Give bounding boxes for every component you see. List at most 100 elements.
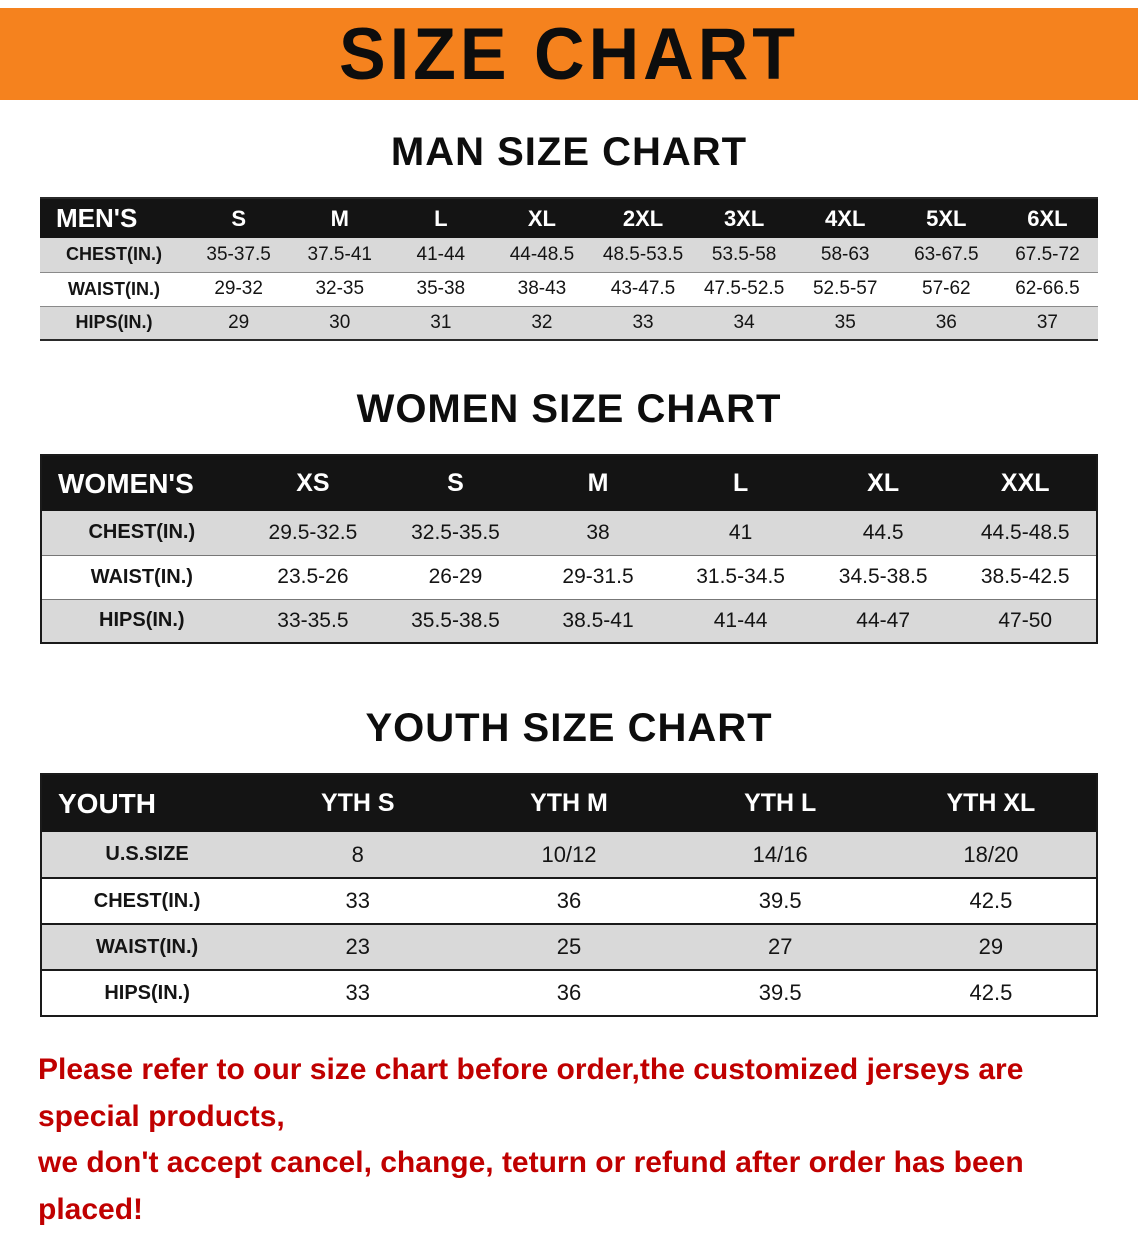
value-cell: 47-50 xyxy=(998,608,1053,632)
value-cell: 34 xyxy=(733,311,755,333)
women-size-chart-section: WOMEN SIZE CHART WOMEN'S XS S M L XL XXL CHEST(… xyxy=(0,341,1138,644)
value-cell: 29.5-32.5 xyxy=(268,520,358,544)
value-cell: 18/20 xyxy=(963,841,1019,867)
table-title-cell: WOMEN'S xyxy=(41,455,242,511)
value-cell: 41 xyxy=(728,520,753,544)
value-cell: 33 xyxy=(345,888,371,913)
value-cell: 29-31.5 xyxy=(562,565,634,588)
table-row: CHEST(IN.) 35-37.5 37.5-41 41-44 44-48.5 48.5… xyxy=(40,238,1098,272)
value-cell: 27 xyxy=(767,934,793,959)
value-cell: 36 xyxy=(935,311,957,333)
size-header-cell: S xyxy=(188,198,290,238)
size-header-cell: XXL xyxy=(954,455,1097,511)
value-cell: 29 xyxy=(228,311,250,333)
table-row: WAIST(IN.) 23.5-26 26-29 29-31.5 31.5-34.5 34… xyxy=(41,555,1097,599)
table-row: WAIST(IN.) 29-32 32-35 35-38 38-43 43-47.5 47.… xyxy=(40,272,1098,306)
table-header-row: MEN'S S M L XL 2XL 3XL 4XL 5XL 6XL xyxy=(40,198,1098,238)
value-cell: 57-62 xyxy=(922,278,971,299)
size-header-cell: M xyxy=(526,455,670,511)
size-header-cell: XL xyxy=(491,198,593,238)
value-cell: 31.5-34.5 xyxy=(696,565,785,588)
value-cell: 29 xyxy=(978,934,1004,959)
value-cell: 34.5-38.5 xyxy=(838,565,928,588)
value-cell: 42.5 xyxy=(969,980,1013,1005)
value-cell: 32 xyxy=(531,311,553,333)
value-cell: 41-44 xyxy=(416,243,466,265)
row-label-cell: CHEST(IN.) xyxy=(93,889,201,912)
row-label-cell: WAIST(IN.) xyxy=(68,278,161,299)
disclaimer-line-1: Please refer to our size chart before or… xyxy=(38,1053,1024,1133)
women-size-table: WOMEN'S XS S M L XL XXL CHEST(IN.) 29.5-32.5 32.5… xyxy=(40,454,1098,644)
size-header-cell: 5XL xyxy=(895,198,997,238)
size-header-cell: M xyxy=(289,198,391,238)
size-chart-banner: SIZE CHART xyxy=(0,8,1138,100)
value-cell: 38.5-41 xyxy=(562,608,634,632)
value-cell: 63-67.5 xyxy=(914,243,979,265)
value-cell: 52.5-57 xyxy=(812,278,878,299)
disclaimer-line-2: we don't accept cancel, change, teturn o… xyxy=(38,1146,1024,1226)
value-cell: 47.5-52.5 xyxy=(703,278,785,299)
value-cell: 58-63 xyxy=(820,243,870,265)
value-cell: 67.5-72 xyxy=(1015,243,1080,265)
value-cell: 10/12 xyxy=(541,841,597,867)
value-cell: 37.5-41 xyxy=(307,243,372,265)
table-row: U.S.SIZE 8 10/12 14/16 18/20 xyxy=(41,832,1097,878)
value-cell: 35-38 xyxy=(416,278,466,299)
value-cell: 36 xyxy=(556,980,582,1005)
value-cell: 32-35 xyxy=(315,278,365,299)
row-label-cell: HIPS(IN.) xyxy=(99,609,185,632)
row-label-cell: WAIST(IN.) xyxy=(90,565,193,588)
table-row: HIPS(IN.) 33 36 39.5 42.5 xyxy=(41,970,1097,1016)
value-cell: 44-48.5 xyxy=(509,243,575,265)
value-cell: 23.5-26 xyxy=(277,565,349,588)
value-cell: 48.5-53.5 xyxy=(602,243,684,265)
value-cell: 36 xyxy=(556,888,582,913)
value-cell: 42.5 xyxy=(969,888,1013,913)
size-header-cell: 3XL xyxy=(693,198,795,238)
size-header-cell: YTH S xyxy=(252,774,464,832)
size-header-cell: 4XL xyxy=(794,198,896,238)
size-header-cell: XS xyxy=(241,455,385,511)
table-header-row: YOUTH YTH S YTH M YTH L YTH XL xyxy=(41,774,1097,832)
size-header-cell: YTH XL xyxy=(885,774,1097,832)
value-cell: 35 xyxy=(834,311,856,333)
youth-size-chart-section: YOUTH SIZE CHART YOUTH YTH S YTH M YTH L YTH… xyxy=(0,644,1138,1017)
size-header-cell: 6XL xyxy=(996,198,1098,238)
value-cell: 30 xyxy=(329,311,351,333)
value-cell: 38-43 xyxy=(517,278,567,299)
value-cell: 35.5-38.5 xyxy=(411,608,500,632)
value-cell: 38.5-42.5 xyxy=(980,565,1070,588)
value-cell: 33 xyxy=(632,311,654,333)
value-cell: 44-47 xyxy=(856,608,911,632)
row-label-cell: WAIST(IN.) xyxy=(95,935,199,958)
value-cell: 38 xyxy=(586,520,610,544)
row-label-cell: U.S.SIZE xyxy=(105,843,189,865)
value-cell: 53.5-58 xyxy=(711,243,777,265)
row-label-cell: CHEST(IN.) xyxy=(66,244,163,265)
value-cell: 25 xyxy=(556,934,582,959)
size-chart-page: SIZE CHART MAN SIZE CHART MEN'S S M L XL 2XL 3… xyxy=(0,8,1138,1243)
table-header-row: WOMEN'S XS S M L XL XXL xyxy=(41,455,1097,511)
table-title-cell: YOUTH xyxy=(41,774,253,832)
value-cell: 35-37.5 xyxy=(206,243,271,265)
row-label-cell: HIPS(IN.) xyxy=(75,312,153,333)
table-row: CHEST(IN.) 29.5-32.5 32.5-35.5 38 41 44.5 44.5… xyxy=(41,511,1097,555)
value-cell: 44.5-48.5 xyxy=(980,520,1070,544)
value-cell: 43-47.5 xyxy=(610,278,676,299)
size-header-cell: S xyxy=(384,455,527,511)
value-cell: 32.5-35.5 xyxy=(411,520,500,544)
value-cell: 33 xyxy=(345,980,371,1005)
table-row: WAIST(IN.) 23 25 27 29 xyxy=(41,924,1097,970)
disclaimer: Please refer to our size chart before or… xyxy=(0,1047,1138,1233)
value-cell: 39.5 xyxy=(758,980,802,1005)
youth-section-heading: YOUTH SIZE CHART xyxy=(365,706,773,750)
table-row: HIPS(IN.) 29 30 31 32 33 34 35 36 37 xyxy=(40,306,1098,340)
youth-size-table: YOUTH YTH S YTH M YTH L YTH XL U.S.SIZE 8 10/12… xyxy=(40,773,1098,1017)
value-cell: 23 xyxy=(345,934,371,959)
value-cell: 26-29 xyxy=(428,565,483,588)
men-section-heading: MAN SIZE CHART xyxy=(390,130,748,174)
size-header-cell: YTH M xyxy=(463,774,675,832)
table-title-cell: MEN'S xyxy=(40,198,189,238)
value-cell: 29-32 xyxy=(214,278,263,299)
value-cell: 62-66.5 xyxy=(1015,278,1080,299)
